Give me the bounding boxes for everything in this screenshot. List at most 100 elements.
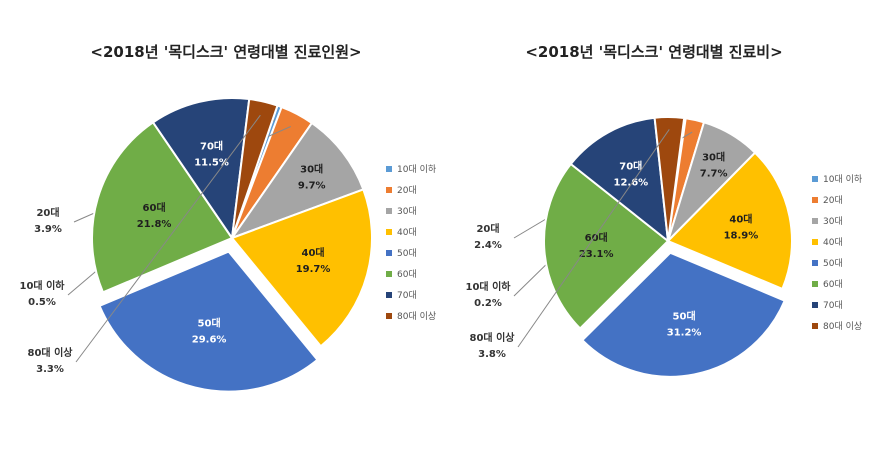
slice-value-label: 19.7% [296,264,331,275]
slice-label-20대: 20대 3.9% [34,206,62,235]
legend-item: 30대 [812,210,862,231]
legend-label: 80대 이상 [397,312,437,322]
slice-value-label: 18.9% [724,230,759,241]
pie-slice-80대 이상 [653,116,686,242]
legend-item: 50대 [812,252,862,273]
legend-swatch [386,186,392,193]
slice-category-label: 40대 [302,246,325,259]
leader-line [517,129,670,348]
legend-item: 70대 [386,284,436,305]
pie-slice-50대 [98,250,319,393]
slice-value-label: 21.8% [137,219,172,230]
chart-patients: <2018년 '목디스크' 연령대별 진료인원> 10대 이하 0.5% 20대 3.… [20,43,436,393]
slice-value-label: 7.7% [700,168,728,179]
legend-swatch [812,175,818,182]
legend-swatch [812,238,818,245]
legend: 10대 이하 20대 30대 40대 50대 60대 70대 80대 이상 [812,168,862,336]
chart-title: <2018년 '목디스크' 연령대별 진료인원> [90,43,362,61]
legend-item: 40대 [812,231,862,252]
legend-label: 40대 [823,238,843,248]
legend-label: 20대 [397,186,417,196]
leader-line [75,114,261,363]
slice-label-80대 이상: 80대 이상 3.8% [470,331,516,360]
slice-value-label: 31.2% [667,327,702,338]
pie-chart: 10대 이하 0.5% 20대 3.9% 30대 9.7% 40대 19.7% 50대 29.6%… [20,97,373,393]
slice-category-label: 40대 [729,212,752,225]
slice-label-50대: 50대 29.6% [192,316,227,345]
legend-swatch [386,249,392,256]
legend-item: 10대 이하 [386,158,436,179]
slice-value-label: 23.1% [579,249,614,260]
slice-label-60대: 60대 23.1% [579,231,614,260]
legend-label: 20대 [823,196,843,206]
slice-label-10대 이하: 10대 이하 0.2% [466,280,512,309]
legend-item: 80대 이상 [386,305,436,326]
legend-item: 60대 [812,273,862,294]
slice-category-label: 70대 [200,140,223,153]
legend-swatch [386,270,392,277]
legend-label: 10대 이하 [397,165,437,175]
slice-value-label: 9.7% [298,180,326,191]
slice-category-label: 50대 [198,316,221,329]
legend-label: 70대 [823,301,843,311]
slice-category-label: 70대 [619,160,642,173]
slice-value-label: 11.5% [194,158,229,169]
pie-slice-60대 [543,162,670,330]
pie-slice-50대 [580,251,786,378]
slice-category-label: 80대 이상 [28,346,74,359]
legend-swatch [812,217,818,224]
legend-swatch [812,322,818,329]
legend-item: 30대 [386,200,436,221]
legend-swatch [812,280,818,287]
slice-value-label: 0.2% [474,298,502,309]
legend-label: 30대 [823,217,843,227]
slice-label-20대: 20대 2.4% [474,222,502,251]
slice-value-label: 29.6% [192,334,227,345]
legend-label: 60대 [397,270,417,280]
slice-label-70대: 70대 11.5% [194,140,229,169]
legend-swatch [386,207,392,214]
legend-label: 50대 [823,259,843,269]
slice-category-label: 30대 [702,150,725,163]
legend: 10대 이하 20대 30대 40대 50대 60대 70대 80대 이상 [386,158,436,326]
pie-slice-70대 [151,97,251,241]
legend-label: 10대 이하 [823,175,863,185]
slice-category-label: 20대 [36,206,59,219]
slice-value-label: 3.9% [34,224,62,235]
legend-swatch [812,196,818,203]
legend-item: 20대 [812,189,862,210]
legend-label: 70대 [397,291,417,301]
slice-label-10대 이하: 10대 이하 0.5% [20,279,66,308]
legend-label: 60대 [823,280,843,290]
slice-label-70대: 70대 12.6% [613,160,648,189]
legend-swatch [812,301,818,308]
slice-value-label: 0.5% [28,297,56,308]
slice-category-label: 10대 이하 [20,279,66,292]
pie-slice-70대 [569,116,670,244]
slice-label-30대: 30대 9.7% [298,162,326,191]
legend-item: 80대 이상 [812,315,862,336]
slice-category-label: 30대 [300,162,323,175]
legend-swatch [812,259,818,266]
slice-category-label: 60대 [143,201,166,214]
slice-value-label: 3.8% [478,349,506,360]
slice-label-40대: 40대 18.9% [724,212,759,241]
legend-item: 60대 [386,263,436,284]
pie-slice-30대 [229,121,365,241]
legend-swatch [386,291,392,298]
slice-label-50대: 50대 31.2% [667,309,702,338]
pie-slice-40대 [230,188,373,348]
slice-label-80대 이상: 80대 이상 3.3% [28,346,74,375]
legend-swatch [386,165,392,172]
legend-swatch [386,228,392,235]
slice-category-label: 80대 이상 [470,331,516,344]
legend-item: 10대 이하 [812,168,862,189]
slice-label-60대: 60대 21.8% [137,201,172,230]
pie-slice-40대 [666,151,793,291]
slice-value-label: 3.3% [36,364,64,375]
chart-title: <2018년 '목디스크' 연령대별 진료비> [525,43,783,61]
legend-item: 20대 [386,179,436,200]
legend-item: 40대 [386,221,436,242]
legend-label: 50대 [397,249,417,259]
pie-slice-60대 [91,120,234,294]
